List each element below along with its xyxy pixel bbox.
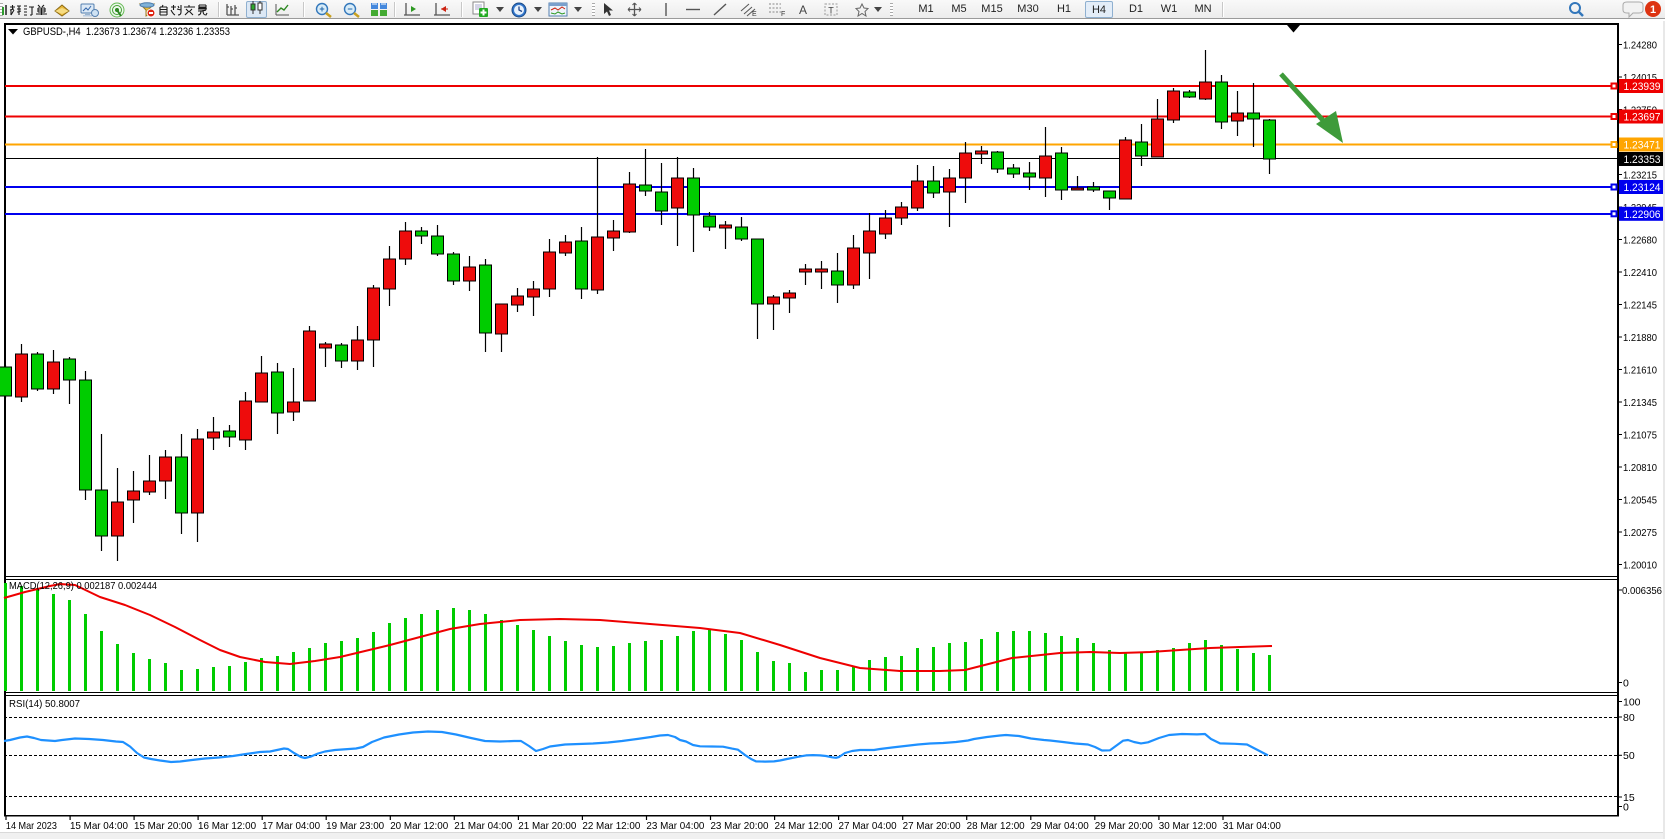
svg-text:15: 15 xyxy=(1623,792,1635,804)
svg-text:27 Mar 04:00: 27 Mar 04:00 xyxy=(839,820,897,832)
svg-text:16 Mar 12:00: 16 Mar 12:00 xyxy=(198,820,256,832)
svg-text:29 Mar 20:00: 29 Mar 20:00 xyxy=(1095,820,1153,832)
svg-text:0: 0 xyxy=(1623,801,1629,813)
svg-text:1.20545: 1.20545 xyxy=(1623,494,1657,506)
svg-text:1.22145: 1.22145 xyxy=(1623,299,1657,311)
svg-text:MACD(12,26,9) 0.002187 0.00244: MACD(12,26,9) 0.002187 0.002444 xyxy=(9,580,157,592)
svg-text:E: E xyxy=(752,11,757,17)
svg-text:1.22680: 1.22680 xyxy=(1623,234,1657,246)
svg-text:21 Mar 20:00: 21 Mar 20:00 xyxy=(518,820,576,832)
svg-text:1.20810: 1.20810 xyxy=(1623,462,1657,474)
svg-text:14 Mar 2023: 14 Mar 2023 xyxy=(6,820,57,832)
svg-text:1.23215: 1.23215 xyxy=(1623,169,1657,181)
svg-text:1.21075: 1.21075 xyxy=(1623,429,1657,441)
svg-text:−: − xyxy=(347,4,352,14)
svg-text:1.23124: 1.23124 xyxy=(1624,182,1661,194)
svg-text:23 Mar 20:00: 23 Mar 20:00 xyxy=(710,820,768,832)
svg-text:1.21345: 1.21345 xyxy=(1623,397,1657,409)
svg-text:1.23471: 1.23471 xyxy=(1624,140,1661,152)
svg-text:100: 100 xyxy=(1623,696,1641,708)
svg-text:1.22906: 1.22906 xyxy=(1624,209,1661,221)
svg-text:1: 1 xyxy=(1650,4,1656,16)
svg-text:1.20010: 1.20010 xyxy=(1623,559,1657,571)
svg-text:GBPUSD-,H4 1.23673 1.23674 1.: GBPUSD-,H4 1.23673 1.23674 1.23236 1.233… xyxy=(23,26,230,38)
svg-text:1.20275: 1.20275 xyxy=(1623,527,1657,539)
svg-text:15 Mar 04:00: 15 Mar 04:00 xyxy=(70,820,128,832)
svg-text:1.24280: 1.24280 xyxy=(1623,39,1657,51)
svg-text:+: + xyxy=(319,4,324,14)
svg-text:1.21610: 1.21610 xyxy=(1623,364,1657,376)
svg-text:15 Mar 20:00: 15 Mar 20:00 xyxy=(134,820,192,832)
svg-text:29 Mar 04:00: 29 Mar 04:00 xyxy=(1031,820,1089,832)
svg-text:1.23353: 1.23353 xyxy=(1624,154,1661,166)
svg-text:50: 50 xyxy=(1623,750,1635,762)
svg-text:1.23939: 1.23939 xyxy=(1624,81,1661,93)
svg-text:RSI(14) 50.8007: RSI(14) 50.8007 xyxy=(9,698,80,710)
svg-text:22 Mar 12:00: 22 Mar 12:00 xyxy=(582,820,640,832)
svg-text:80: 80 xyxy=(1623,712,1635,724)
svg-text:T: T xyxy=(828,6,834,16)
svg-text:17 Mar 04:00: 17 Mar 04:00 xyxy=(262,820,320,832)
svg-text:27 Mar 20:00: 27 Mar 20:00 xyxy=(903,820,961,832)
svg-text:1.21880: 1.21880 xyxy=(1623,332,1657,344)
svg-text:0.006356: 0.006356 xyxy=(1622,585,1662,597)
svg-text:19 Mar 23:00: 19 Mar 23:00 xyxy=(326,820,384,832)
svg-text:0: 0 xyxy=(1623,677,1629,689)
svg-text:31 Mar 04:00: 31 Mar 04:00 xyxy=(1223,820,1281,832)
svg-text:1.23697: 1.23697 xyxy=(1624,112,1661,124)
svg-text:28 Mar 12:00: 28 Mar 12:00 xyxy=(967,820,1025,832)
svg-text:1.22410: 1.22410 xyxy=(1623,267,1657,279)
svg-text:21 Mar 04:00: 21 Mar 04:00 xyxy=(454,820,512,832)
svg-text:30 Mar 12:00: 30 Mar 12:00 xyxy=(1159,820,1217,832)
svg-text:20 Mar 12:00: 20 Mar 12:00 xyxy=(390,820,448,832)
svg-text:23 Mar 04:00: 23 Mar 04:00 xyxy=(646,820,704,832)
svg-text:24 Mar 12:00: 24 Mar 12:00 xyxy=(775,820,833,832)
svg-text:F: F xyxy=(781,11,785,17)
